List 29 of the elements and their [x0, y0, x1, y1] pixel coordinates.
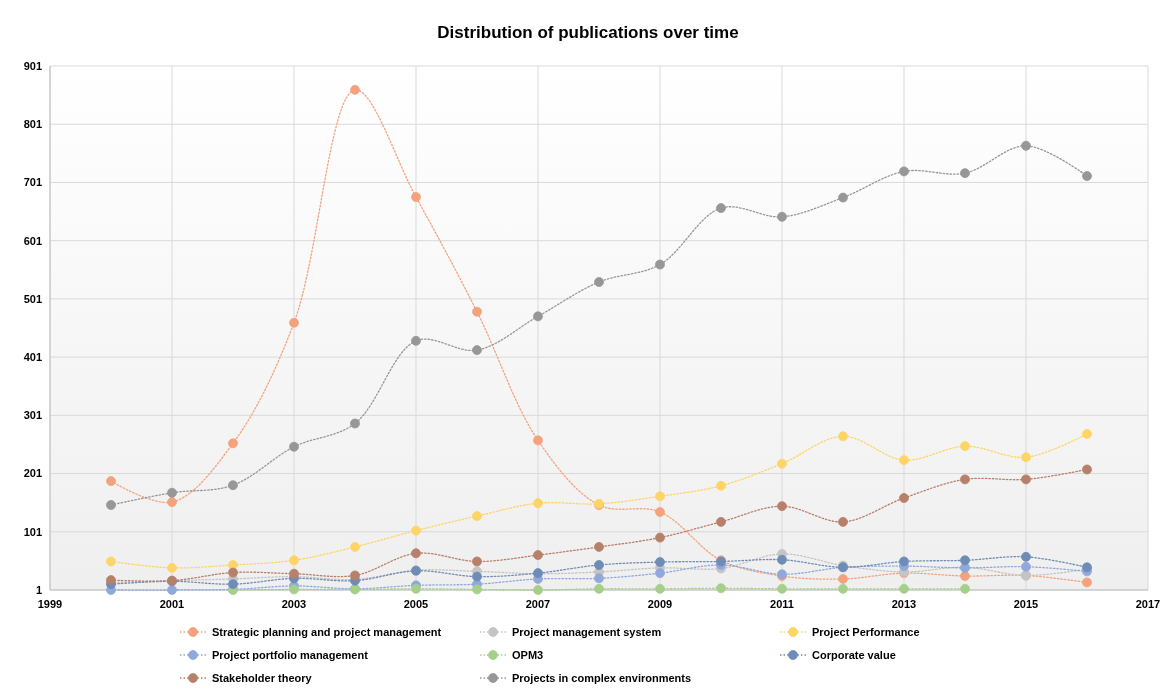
legend-label: Project Performance: [812, 625, 920, 638]
legend-label: Projects in complex environments: [512, 671, 692, 684]
x-tick-label: 2009: [647, 598, 673, 610]
x-tick-label: 2017: [1135, 598, 1161, 610]
x-tick-label: 1999: [37, 598, 63, 610]
y-tick-label: 801: [23, 118, 42, 131]
legend-label: OPM3: [512, 648, 544, 661]
chart-title: Distribution of publications over time: [437, 23, 739, 42]
y-tick-label: 301: [23, 409, 42, 422]
x-tick-label: 2007: [525, 598, 551, 610]
y-tick-label: 901: [23, 59, 42, 72]
y-tick-label: 701: [23, 176, 42, 189]
y-tick-label: 101: [23, 525, 42, 538]
y-tick-label: 501: [23, 292, 42, 305]
legend-label: Project portfolio management: [212, 648, 369, 661]
x-tick-label: 2013: [891, 598, 917, 610]
y-tick-label: 201: [23, 467, 42, 480]
legend-label: Strategic planning and project management: [212, 625, 442, 638]
x-tick-label: 2015: [1013, 598, 1039, 610]
x-tick-label: 2001: [159, 598, 185, 610]
x-tick-label: 2003: [281, 598, 307, 610]
legend-label: Project management system: [512, 625, 662, 638]
y-tick-label: 1: [35, 583, 42, 596]
legend-label: Corporate value: [812, 648, 896, 661]
legend-label: Stakeholder theory: [212, 671, 313, 684]
y-tick-label: 401: [23, 350, 42, 363]
x-tick-label: 2011: [770, 598, 794, 610]
x-tick-label: 2005: [403, 598, 429, 610]
y-tick-label: 601: [23, 234, 42, 247]
